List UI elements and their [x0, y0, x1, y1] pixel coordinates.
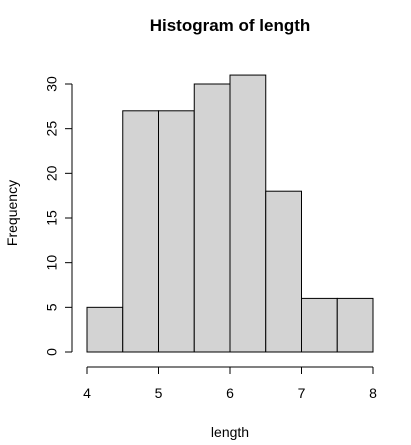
histogram-bar-1: [86, 306, 124, 353]
histogram-bar-3: [158, 110, 195, 353]
bars-group: [86, 74, 374, 353]
histogram-bar-2: [122, 110, 159, 353]
y-tick-label-25: 25: [44, 121, 60, 137]
y-tick-label-5: 5: [44, 303, 60, 311]
x-tick-label-4: 4: [83, 385, 91, 401]
y-axis: 0 5 10 15 20 25 30: [44, 76, 73, 356]
histogram-bar-5: [229, 74, 267, 353]
x-axis: 4 5 6 7 8: [83, 366, 377, 401]
y-tick-label-0: 0: [44, 348, 60, 356]
x-axis-label: length: [211, 424, 249, 440]
histogram-bar-6: [265, 190, 302, 353]
histogram-bar-8: [336, 297, 374, 353]
y-axis-label: Frequency: [4, 180, 20, 246]
y-tick-label-20: 20: [44, 165, 60, 181]
x-tick-label-8: 8: [369, 385, 377, 401]
histogram-bar-7: [301, 297, 338, 353]
histogram-bar-4: [193, 83, 231, 353]
x-tick-label-7: 7: [298, 385, 306, 401]
y-tick-label-15: 15: [44, 210, 60, 226]
y-tick-label-30: 30: [44, 76, 60, 92]
x-tick-label-6: 6: [226, 385, 234, 401]
x-tick-label-5: 5: [155, 385, 163, 401]
y-tick-label-10: 10: [44, 255, 60, 271]
chart-title: Histogram of length: [150, 16, 311, 35]
